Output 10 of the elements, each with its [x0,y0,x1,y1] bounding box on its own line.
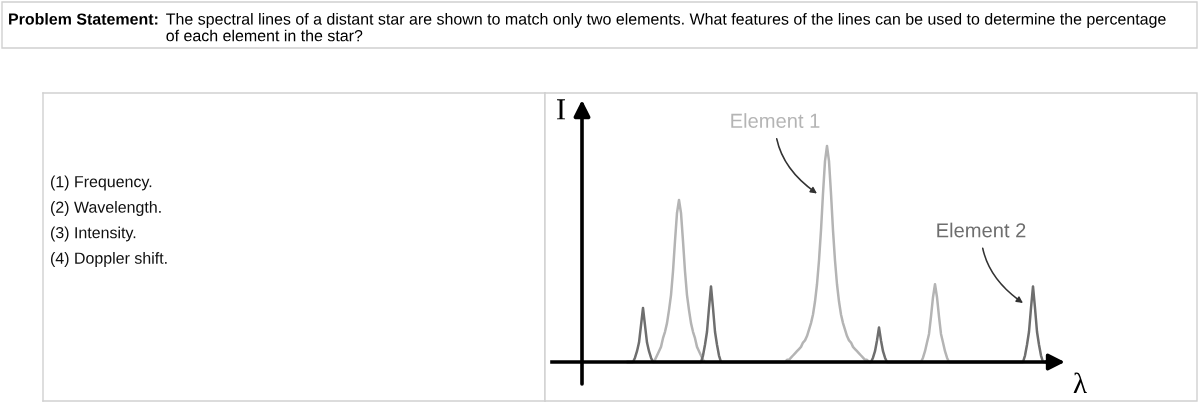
text: The spectral lines of a distant star are shown to match only two elements. What features of the lines can be used to determine the percentage of each element in the star? [166,13,1166,42]
text: (1) Frequency. [50,175,152,191]
text: (2) Wavelength. [50,201,161,216]
series-label: Element 1 [731,113,820,128]
x-axis-title: λ [1073,372,1087,394]
y-axis-title: I [557,99,566,120]
text: (4) Doppler shift. [50,252,167,267]
text: Problem Statement: [9,13,158,25]
text: Element 2 [937,222,1026,238]
text: (3) Intensity. [50,226,136,242]
